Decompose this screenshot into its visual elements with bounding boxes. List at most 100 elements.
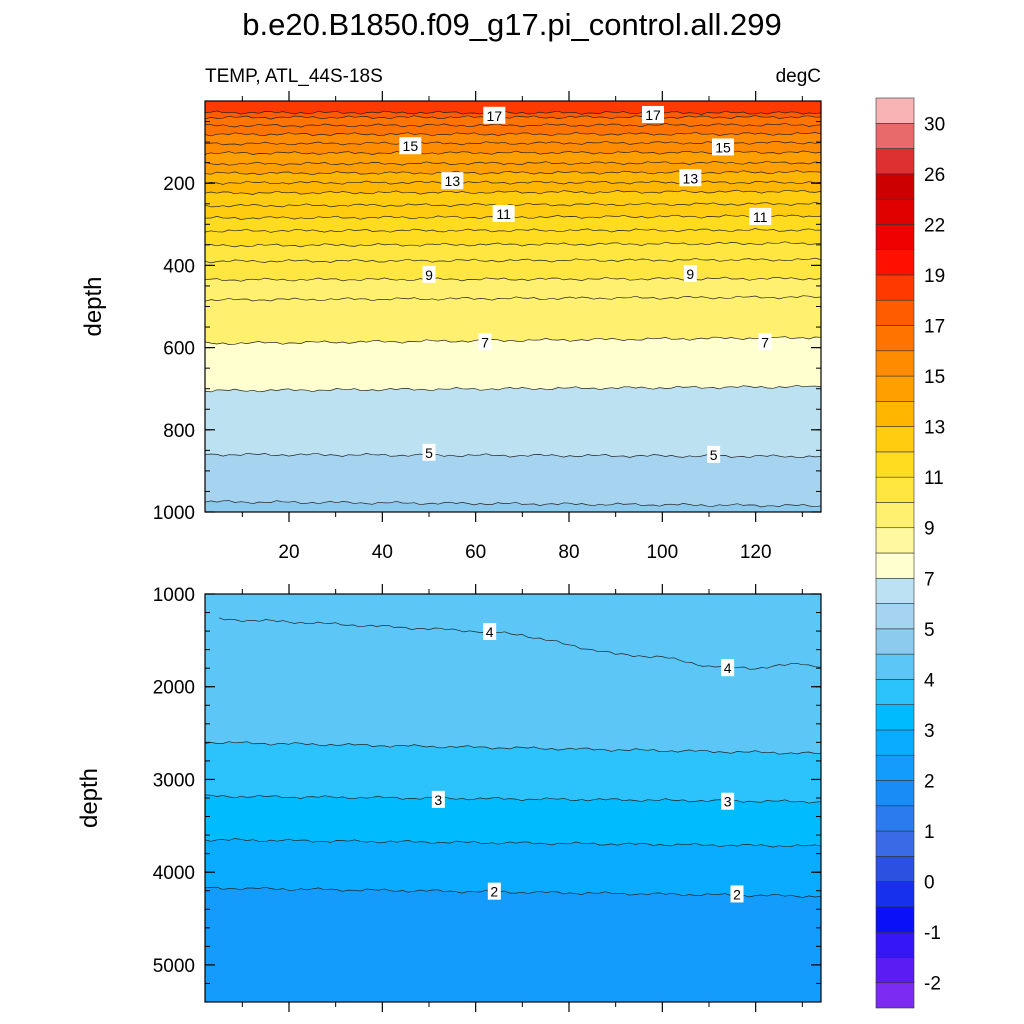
- y-tick-label: 600: [163, 339, 195, 360]
- colorbar-box: [875, 122, 915, 149]
- contour-line: [205, 122, 821, 128]
- y-tick-label: 1000: [153, 503, 195, 524]
- chart-title: b.e20.B1850.f09_g17.pi_control.all.299: [242, 7, 782, 42]
- y-axis-label: depth: [80, 276, 107, 336]
- x-tick-label: 100: [646, 542, 678, 563]
- contour-band: [205, 500, 821, 512]
- contour-line: [205, 131, 821, 137]
- contour-line: [205, 295, 821, 302]
- colorbar-label: 15: [924, 367, 945, 388]
- x-tick-label: 80: [558, 542, 579, 563]
- colorbar-box: [875, 931, 915, 958]
- colorbar-box: [875, 729, 915, 756]
- contour-label-box: [721, 792, 735, 810]
- contour-label-box: [441, 172, 464, 190]
- contour-label-box: [642, 105, 664, 123]
- contour-label-box: [679, 169, 702, 187]
- contour-label: 2: [490, 884, 498, 900]
- colorbar-box: [875, 856, 915, 882]
- colorbar-box: [875, 299, 915, 326]
- contour-label-box: [712, 138, 734, 156]
- colorbar-label: -1: [924, 923, 941, 944]
- colorbar-box: [875, 97, 915, 124]
- y-tick-label: 200: [163, 174, 195, 195]
- colorbar-box: [875, 704, 915, 731]
- contour-line: [205, 228, 821, 233]
- contour-label-box: [730, 885, 744, 903]
- colorbar-box: [875, 982, 915, 1009]
- contour-label-box: [758, 333, 772, 351]
- contour-line: [205, 189, 821, 195]
- colorbar-box: [875, 274, 915, 301]
- contour-label: 7: [761, 334, 769, 350]
- contour-label: 17: [487, 108, 503, 124]
- colorbar-box: [875, 805, 915, 832]
- contour-label: 7: [481, 334, 489, 350]
- contour-label-box: [749, 207, 772, 225]
- colorbar-box: [875, 527, 915, 554]
- x-tick-label: 60: [465, 542, 486, 563]
- contour-label-box: [492, 205, 515, 223]
- contour-label-box: [422, 265, 436, 283]
- colorbar-box: [875, 401, 915, 427]
- variable-region-label: TEMP, ATL_44S-18S: [205, 66, 383, 87]
- colorbar-label: 9: [924, 519, 935, 540]
- colorbar-box: [875, 653, 915, 680]
- contour-label: 2: [733, 886, 741, 902]
- colorbar-box: [875, 426, 915, 453]
- contour-label: 4: [724, 660, 732, 676]
- contour-label-box: [721, 659, 735, 677]
- colorbar: -2 -1 0 1 2 3 4 5 7 9 11 13 15 17 19 22 26 30: [875, 97, 945, 1009]
- colorbar-box: [875, 628, 915, 655]
- colorbar-label: 0: [924, 873, 935, 894]
- colorbar-box: [875, 679, 915, 705]
- colorbar-label: 22: [924, 215, 945, 236]
- y-tick-label: 5000: [153, 956, 195, 977]
- colorbar-box: [875, 881, 915, 908]
- x-tick-label: 120: [740, 542, 772, 563]
- contour-label: 15: [715, 139, 731, 155]
- y-axis-label: depth: [76, 768, 103, 828]
- colorbar-box: [875, 780, 915, 807]
- colorbar-label: 11: [924, 468, 944, 489]
- contour-label-box: [483, 623, 497, 641]
- deep-ocean-panel: 4 4 3 3 2 2 1000 2000 3000 4000 5000 depth: [76, 584, 822, 1012]
- y-tick-label: 2000: [153, 678, 195, 699]
- y-tick-label: 4000: [153, 863, 195, 884]
- contour-line: [205, 170, 821, 176]
- contour-label: 5: [425, 445, 433, 461]
- contour-label: 13: [683, 170, 699, 186]
- colorbar-box: [875, 451, 915, 478]
- y-tick-label: 3000: [153, 770, 195, 791]
- colorbar-box: [875, 224, 915, 250]
- upper-ocean-panel: 17 17 15 15 13 13 11 11 9 9 7 7 5 5 200 400 600 800 1000 20…: [80, 91, 822, 563]
- colorbar-label: 30: [924, 114, 945, 135]
- colorbar-label: 19: [924, 266, 945, 287]
- contour-line: [205, 886, 821, 898]
- contour-label-box: [483, 106, 506, 124]
- contour-band: [205, 887, 821, 1002]
- contour-label: 3: [434, 792, 442, 808]
- colorbar-box: [875, 249, 915, 276]
- colorbar-box: [875, 552, 915, 579]
- colorbar-label: 5: [924, 620, 935, 641]
- contour-line: [205, 794, 821, 804]
- contour-line: [205, 384, 821, 393]
- contour-label-box: [707, 445, 721, 463]
- contour-line: [205, 180, 821, 185]
- contour-label: 13: [445, 173, 461, 189]
- colorbar-box: [875, 198, 915, 225]
- contour-line: [205, 241, 821, 248]
- colorbar-box: [875, 906, 915, 933]
- contour-line: [205, 276, 821, 282]
- contour-line: [205, 257, 821, 264]
- colorbar-label: 3: [924, 721, 935, 742]
- contour-line: [205, 838, 821, 848]
- contour-label: 3: [724, 794, 732, 810]
- y-tick-label: 400: [163, 256, 195, 277]
- colorbar-label: -2: [924, 974, 941, 995]
- contour-label-box: [683, 265, 697, 283]
- contour-label: 11: [753, 209, 768, 225]
- colorbar-label: 17: [924, 317, 945, 338]
